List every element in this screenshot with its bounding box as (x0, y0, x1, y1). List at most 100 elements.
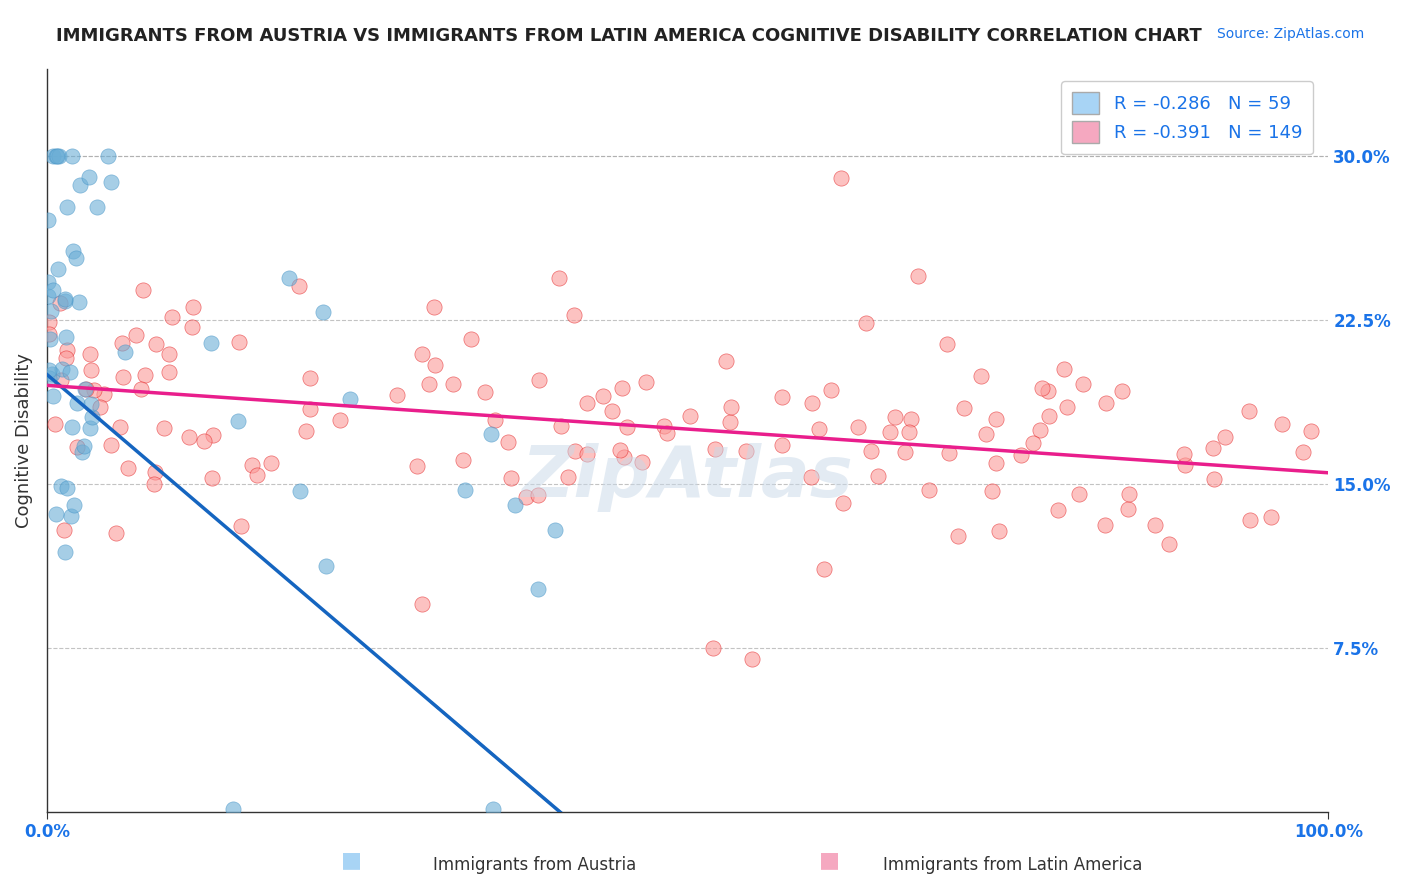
Point (65, 251, 87, 265)
Point (481, 802, 503, 816)
Point (405, 458, 427, 473)
Point (41, 149, 63, 163)
Point (575, 395, 598, 409)
Point (104, 525, 127, 540)
Point (714, 354, 737, 368)
Point (484, 413, 506, 427)
Point (987, 524, 1010, 539)
Point (454, 483, 477, 498)
Point (1053, 361, 1076, 376)
Point (657, 425, 679, 440)
Point (79, 347, 101, 361)
Point (1071, 377, 1094, 392)
Point (38, 362, 60, 376)
Point (53, 545, 76, 559)
Point (93, 387, 115, 401)
Y-axis label: Cognitive Disability: Cognitive Disability (15, 352, 32, 527)
Point (260, 456, 283, 470)
Point (53, 523, 76, 537)
Point (49, 373, 72, 387)
Point (946, 529, 969, 543)
Point (114, 345, 136, 359)
Point (544, 523, 567, 537)
Point (741, 651, 763, 665)
Point (860, 443, 883, 458)
Point (79, 421, 101, 435)
Point (550, 419, 572, 434)
Text: IMMIGRANTS FROM AUSTRIA VS IMMIGRANTS FROM LATIN AMERICA COGNITIVE DISABILITY CO: IMMIGRANTS FROM AUSTRIA VS IMMIGRANTS FR… (56, 27, 1202, 45)
Point (1069, 487, 1091, 501)
Point (1159, 537, 1181, 551)
Point (56, 482, 79, 496)
Point (53, 292, 76, 306)
Point (613, 450, 636, 465)
Point (66, 440, 89, 454)
Point (654, 419, 676, 434)
Point (45, 149, 67, 163)
Point (1031, 380, 1053, 394)
Text: Source: ZipAtlas.com: Source: ZipAtlas.com (1216, 27, 1364, 41)
Point (631, 455, 654, 469)
Legend: R = -0.286   N = 59, R = -0.391   N = 149: R = -0.286 N = 59, R = -0.391 N = 149 (1062, 81, 1313, 154)
Point (294, 425, 316, 439)
Point (820, 384, 842, 398)
Point (157, 347, 180, 361)
Point (73, 382, 96, 396)
Point (100, 175, 122, 189)
Point (501, 471, 523, 485)
Point (575, 447, 598, 461)
Point (1143, 517, 1166, 532)
Point (801, 396, 824, 410)
Point (1094, 395, 1116, 409)
Text: Immigrants from Latin America: Immigrants from Latin America (883, 856, 1142, 874)
Point (1118, 502, 1140, 516)
Point (60, 509, 83, 524)
Point (451, 453, 474, 467)
Point (240, 458, 263, 472)
Point (228, 335, 250, 350)
Point (600, 404, 623, 418)
Point (679, 409, 702, 423)
Point (527, 488, 550, 502)
Point (222, 802, 245, 816)
Point (62, 244, 84, 259)
Point (735, 443, 758, 458)
Point (143, 466, 166, 480)
Point (984, 456, 1007, 470)
Text: ZipAtlas: ZipAtlas (522, 442, 853, 512)
Point (974, 427, 997, 442)
Point (56, 200, 79, 214)
Point (39, 304, 62, 318)
Point (900, 412, 922, 426)
Point (423, 300, 446, 314)
Point (423, 358, 446, 372)
Point (111, 336, 134, 351)
Point (201, 471, 224, 485)
Point (460, 332, 482, 346)
Point (315, 559, 337, 574)
Point (312, 305, 335, 319)
Point (938, 446, 960, 460)
Point (1029, 423, 1052, 437)
Point (37, 213, 59, 227)
Point (37, 275, 59, 289)
Point (201, 428, 224, 442)
Point (918, 483, 941, 497)
Point (718, 415, 741, 429)
Point (45, 149, 67, 163)
Point (1118, 487, 1140, 501)
Point (160, 310, 183, 325)
Point (503, 499, 526, 513)
Point (527, 582, 550, 597)
Point (153, 421, 176, 435)
Point (299, 401, 322, 416)
Point (547, 271, 569, 285)
Point (288, 279, 311, 293)
Point (418, 377, 440, 392)
Point (527, 373, 550, 387)
Point (339, 392, 361, 407)
Point (636, 375, 658, 389)
Point (515, 491, 537, 505)
Point (51, 361, 73, 376)
Point (53, 294, 76, 309)
